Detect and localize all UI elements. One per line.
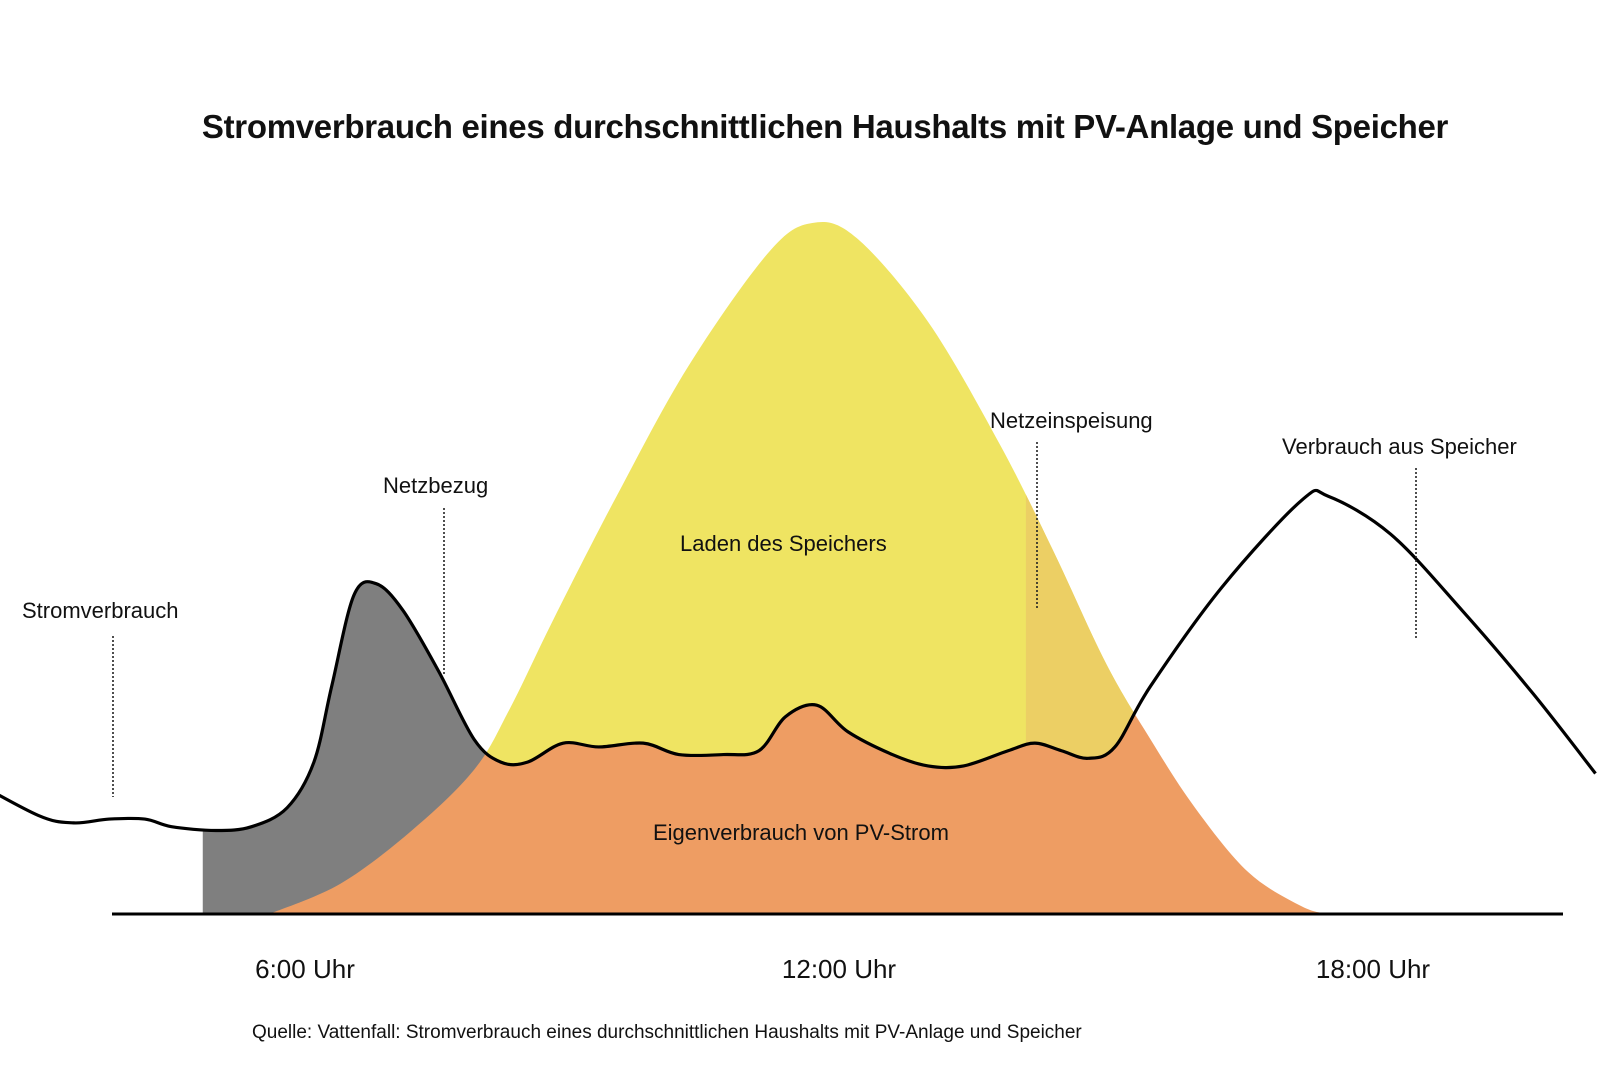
- annotation-verbrauch-aus-speicher: Verbrauch aus Speicher: [1282, 434, 1517, 459]
- annotation-netzbezug: Netzbezug: [383, 473, 488, 498]
- area-netzeinspeisung: [1025, 221, 1329, 831]
- annotation-stromverbrauch: Stromverbrauch: [22, 598, 179, 623]
- x-tick-label-6: 6:00 Uhr: [255, 954, 355, 984]
- source-note: Quelle: Vattenfall: Stromverbrauch eines…: [252, 1022, 1082, 1043]
- annotation-laden-des-speichers: Laden des Speichers: [680, 531, 887, 556]
- chart-title: Stromverbrauch eines durchschnittlichen …: [201, 108, 1449, 145]
- x-tick-label-18: 18:00 Uhr: [1316, 954, 1431, 984]
- annotation-eigenverbrauch: Eigenverbrauch von PV-Strom: [653, 820, 949, 845]
- line-stromverbrauch: [0, 488, 1597, 833]
- annotation-netzeinspeisung: Netzeinspeisung: [990, 408, 1153, 433]
- x-tick-label-12: 12:00 Uhr: [782, 954, 897, 984]
